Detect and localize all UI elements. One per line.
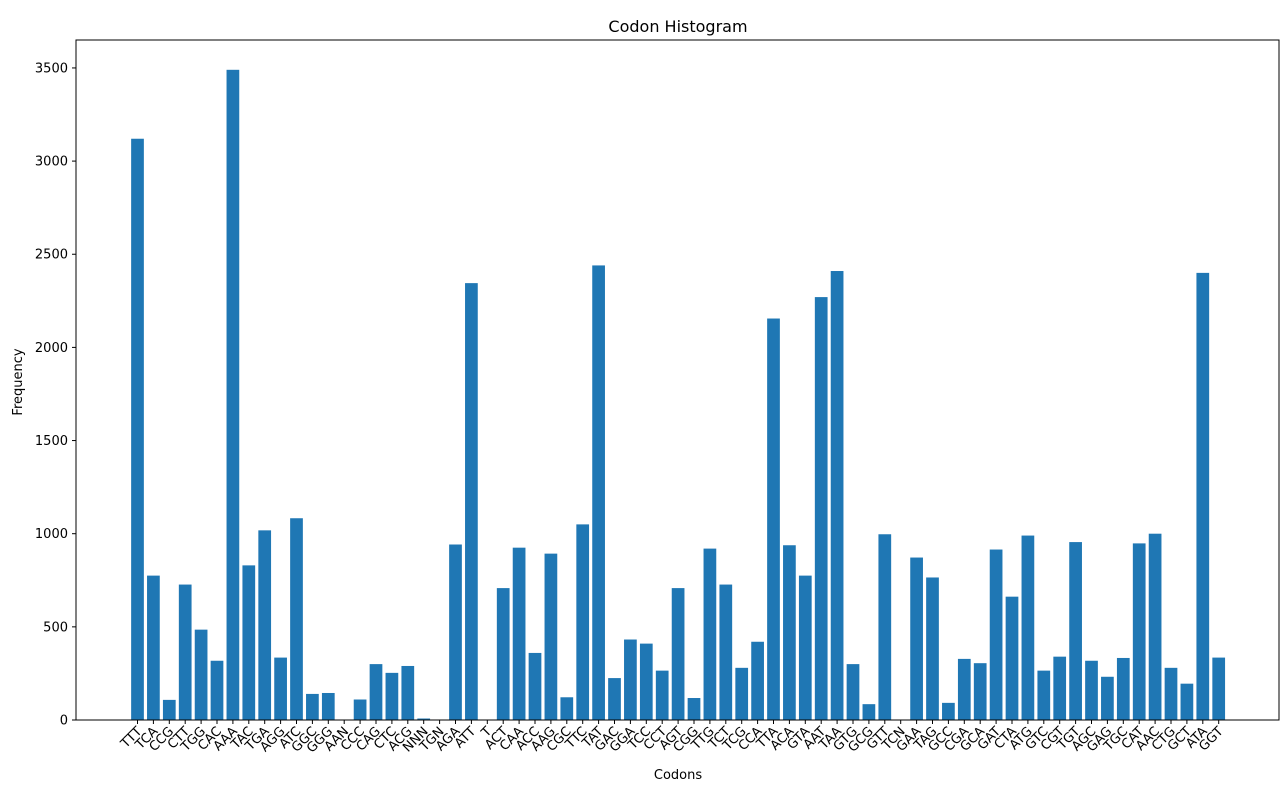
bar-gac <box>608 678 621 720</box>
bar-cca <box>751 642 764 720</box>
chart-title: Codon Histogram <box>608 17 747 36</box>
bar-gaa <box>910 558 923 720</box>
bar-ctc <box>386 673 399 720</box>
bar-aac <box>1149 534 1162 720</box>
bar-atg <box>1022 536 1035 720</box>
bar-cat <box>1133 543 1146 720</box>
bar-acc <box>529 653 542 720</box>
bar-att <box>465 283 478 720</box>
bar-act <box>497 588 510 720</box>
bar-ccc <box>354 700 367 720</box>
y-tick-label: 2500 <box>35 248 68 263</box>
bar-aaa <box>227 70 240 720</box>
bar-agg <box>274 658 287 720</box>
bar-gcg <box>863 704 876 720</box>
bar-caa <box>513 548 526 720</box>
bars <box>131 70 1225 720</box>
bar-taa <box>831 271 844 720</box>
x-axis-label: Codons <box>654 768 702 783</box>
bar-tgg <box>195 630 208 720</box>
bar-tta <box>767 319 780 720</box>
bar-agt <box>672 588 685 720</box>
bar-ata <box>1196 273 1209 720</box>
bar-tga <box>258 530 271 720</box>
bar-gag <box>1101 677 1114 720</box>
bar-aga <box>449 545 462 720</box>
y-axis: 0 500 1000 1500 2000 2500 3000 3500 <box>35 61 76 728</box>
bar-ctt <box>179 585 192 720</box>
bar-cga <box>958 659 971 720</box>
bar-agc <box>1085 661 1098 720</box>
bar-tcg <box>735 668 748 720</box>
bar-cta <box>1006 597 1019 720</box>
bar-gca <box>974 663 987 720</box>
y-tick-label: 1500 <box>35 434 68 449</box>
bar-tca <box>147 576 160 720</box>
bar-tgc <box>1117 658 1130 720</box>
bar-gta <box>799 576 812 720</box>
bar-gga <box>624 640 637 720</box>
bar-ggc <box>306 694 319 720</box>
bar-aat <box>815 297 828 720</box>
bar-gtc <box>1037 671 1050 720</box>
x-axis: TTTTCACCGCTTTGGCACAAATACTGAAGGATCGGCGGGA… <box>117 720 1226 756</box>
bar-cgg <box>688 698 701 720</box>
bar-aca <box>783 545 796 720</box>
bar-ctg <box>1165 668 1178 720</box>
bar-ttg <box>704 549 717 720</box>
bar-ttt <box>131 139 144 720</box>
bar-ggt <box>1212 658 1225 720</box>
y-tick-label: 500 <box>43 620 68 635</box>
bar-cac <box>211 661 224 720</box>
bar-tgt <box>1069 542 1082 720</box>
bar-ccg <box>163 700 176 720</box>
bar-tag <box>926 577 939 720</box>
y-tick-label: 3500 <box>35 61 68 76</box>
y-axis-label: Frequency <box>11 348 26 415</box>
bar-atc <box>290 518 303 720</box>
bar-tat <box>592 265 605 720</box>
y-tick-label: 1000 <box>35 527 68 542</box>
bar-ggg <box>322 693 335 720</box>
bar-gct <box>1181 684 1194 720</box>
bar-gcc <box>942 703 955 720</box>
bar-gtg <box>847 664 860 720</box>
bar-tac <box>242 565 255 720</box>
y-tick-label: 3000 <box>35 155 68 170</box>
bar-cct <box>656 671 669 720</box>
bar-cgc <box>560 697 573 720</box>
bar-acg <box>401 666 414 720</box>
bar-gtt <box>878 534 891 720</box>
bar-cag <box>370 664 383 720</box>
bar-tct <box>719 585 732 720</box>
bar-tcc <box>640 644 653 720</box>
y-tick-label: 2000 <box>35 341 68 356</box>
bar-gat <box>990 550 1003 720</box>
y-tick-label: 0 <box>60 714 68 729</box>
bar-aag <box>545 554 558 720</box>
bar-cgt <box>1053 657 1066 720</box>
bar-ttc <box>576 524 589 720</box>
